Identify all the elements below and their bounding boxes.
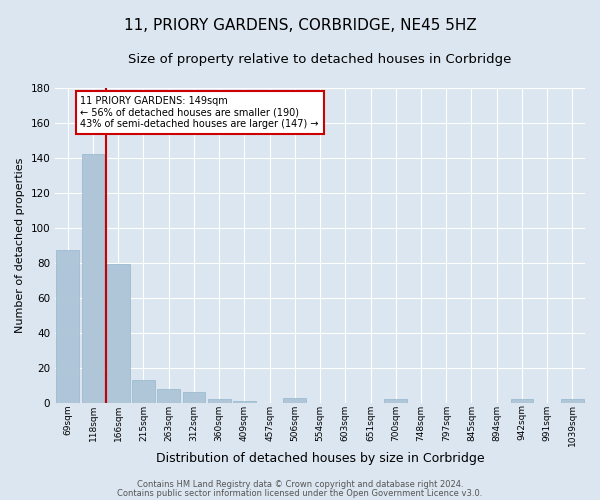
Bar (561, 400, 584, 403)
Bar (157, 389, 180, 403)
Text: 11, PRIORY GARDENS, CORBRIDGE, NE45 5HZ: 11, PRIORY GARDENS, CORBRIDGE, NE45 5HZ (124, 18, 476, 32)
Text: Contains public sector information licensed under the Open Government Licence v3: Contains public sector information licen… (118, 488, 482, 498)
X-axis label: Distribution of detached houses by size in Corbridge: Distribution of detached houses by size … (156, 452, 484, 465)
Bar (56, 250, 79, 403)
Title: Size of property relative to detached houses in Corbridge: Size of property relative to detached ho… (128, 52, 512, 66)
Bar (511, 400, 533, 403)
Bar (107, 264, 130, 403)
Bar (283, 398, 306, 403)
Bar (82, 154, 104, 403)
Text: 11 PRIORY GARDENS: 149sqm
← 56% of detached houses are smaller (190)
43% of semi: 11 PRIORY GARDENS: 149sqm ← 56% of detac… (80, 96, 319, 130)
Y-axis label: Number of detached properties: Number of detached properties (15, 158, 25, 333)
Bar (233, 401, 256, 403)
Text: Contains HM Land Registry data © Crown copyright and database right 2024.: Contains HM Land Registry data © Crown c… (137, 480, 463, 489)
Bar (132, 380, 155, 403)
Bar (385, 400, 407, 403)
Bar (208, 400, 230, 403)
Bar (182, 392, 205, 403)
